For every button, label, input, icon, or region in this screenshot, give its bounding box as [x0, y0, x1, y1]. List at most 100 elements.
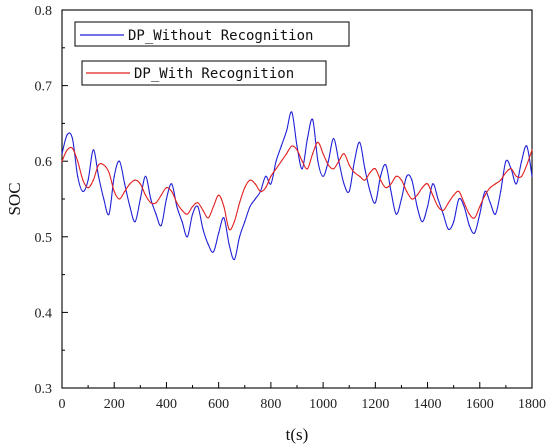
data-point: [332, 137, 335, 140]
data-point: [275, 160, 277, 162]
data-point: [395, 175, 397, 177]
data-point: [327, 164, 329, 166]
data-point: [484, 190, 486, 193]
data-point: [531, 175, 533, 177]
x-tick-label: 1400: [414, 397, 442, 412]
x-tick-label: 200: [104, 397, 125, 412]
data-point: [426, 183, 429, 185]
data-point: [421, 187, 423, 189]
legend-entry-with-recognition: DP_With Recognition: [81, 60, 327, 86]
axis-ticks: 0 200 400 600 800 1000 1200 1400 1600 1800 0.3 0.4 0…: [35, 4, 547, 412]
data-point: [71, 137, 74, 140]
data-point: [317, 141, 319, 143]
data-point: [249, 205, 251, 208]
data-point: [108, 213, 110, 215]
data-point: [97, 164, 100, 166]
data-point: [134, 179, 136, 181]
data-point: [233, 258, 235, 261]
data-point: [270, 175, 272, 177]
data-point: [118, 160, 121, 162]
data-point: [473, 217, 476, 219]
data-point: [359, 175, 361, 177]
data-point: [468, 213, 470, 215]
data-point: [531, 149, 533, 151]
data-point: [285, 153, 288, 155]
data-point: [379, 179, 382, 181]
legend-label-without-recognition: DP_Without Recognition: [128, 28, 313, 44]
data-point: [301, 160, 303, 162]
data-point: [103, 198, 105, 200]
data-point: [385, 164, 387, 166]
data-point: [191, 205, 194, 208]
legend-box-1: [74, 21, 350, 47]
data-point: [317, 160, 319, 162]
data-point: [447, 202, 450, 204]
data-point: [479, 205, 481, 208]
data-point: [218, 194, 220, 196]
data-point: [421, 221, 423, 223]
data-point: [285, 130, 288, 132]
data-point: [520, 175, 523, 177]
data-point: [369, 190, 371, 193]
data-point: [395, 213, 397, 215]
data-point: [249, 179, 251, 181]
data-point: [322, 175, 324, 177]
data-point: [186, 213, 188, 215]
data-point: [312, 119, 314, 121]
series-layer: [61, 111, 533, 261]
data-point: [453, 194, 455, 196]
data-point: [155, 213, 157, 215]
data-point: [291, 111, 293, 113]
data-point: [280, 145, 282, 147]
x-tick-label: 1200: [361, 397, 389, 412]
data-point: [113, 190, 115, 193]
data-point: [379, 175, 382, 177]
data-point: [238, 236, 241, 238]
data-point: [489, 187, 491, 189]
data-point: [406, 175, 408, 177]
data-point: [442, 209, 444, 211]
x-tick-label: 400: [156, 397, 177, 412]
data-point: [181, 209, 183, 211]
data-point: [390, 190, 392, 193]
data-point: [228, 243, 230, 245]
data-point: [458, 190, 460, 193]
data-point: [228, 228, 230, 230]
data-point: [129, 183, 131, 185]
data-point: [275, 168, 277, 170]
data-point: [432, 183, 434, 185]
data-point: [353, 171, 356, 174]
data-point: [265, 187, 267, 189]
data-point: [124, 183, 126, 185]
data-point: [144, 175, 147, 177]
data-point: [473, 232, 476, 234]
data-point: [338, 160, 340, 162]
data-point: [437, 205, 439, 208]
data-point: [207, 243, 209, 245]
data-point: [322, 153, 324, 155]
data-point: [327, 160, 329, 162]
data-point: [458, 198, 460, 200]
data-point: [400, 198, 403, 200]
data-point: [468, 224, 470, 227]
data-point: [139, 183, 141, 185]
data-point: [306, 137, 309, 140]
data-point: [265, 175, 267, 177]
data-point: [296, 145, 298, 147]
y-tick-label: 0.5: [35, 231, 53, 246]
data-point: [526, 145, 528, 147]
data-point: [218, 232, 220, 234]
legend-entry-without-recognition: DP_Without Recognition: [74, 21, 350, 47]
data-point: [254, 183, 256, 185]
data-point: [160, 224, 162, 227]
data-point: [390, 183, 392, 185]
data-point: [463, 205, 465, 208]
data-point: [442, 213, 444, 215]
data-point: [484, 194, 486, 196]
data-point: [244, 221, 246, 223]
data-point: [77, 175, 79, 177]
y-tick-label: 0.6: [35, 155, 53, 170]
data-point: [77, 160, 79, 162]
data-point: [280, 160, 282, 162]
data-point: [416, 205, 418, 208]
